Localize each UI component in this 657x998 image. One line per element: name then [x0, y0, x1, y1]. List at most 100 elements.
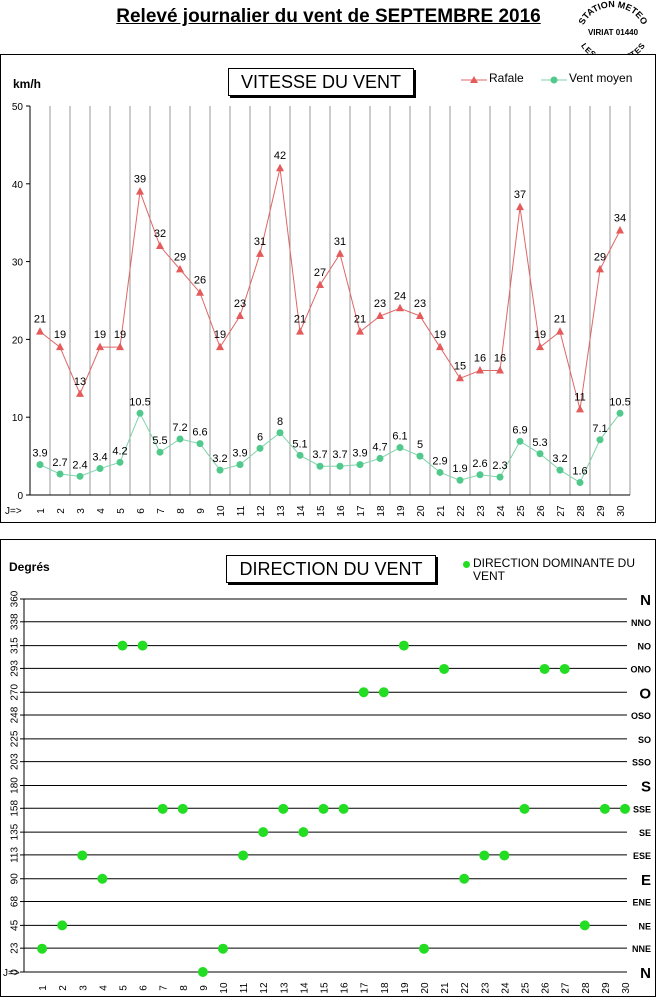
legend-triangle-icon [470, 76, 478, 83]
compass-label: S [641, 779, 651, 796]
gust-point [296, 327, 304, 335]
mean-point [136, 409, 144, 417]
x-tick-label: 19 [400, 982, 411, 994]
mean-data-label: 6 [257, 431, 263, 443]
gust-data-label: 23 [414, 298, 426, 310]
y-tick-label: 293 [10, 660, 21, 677]
mean-data-label: 8 [277, 416, 283, 428]
x-tick-label: 24 [500, 982, 511, 994]
mean-point [256, 444, 264, 452]
gust-data-label: 19 [54, 329, 66, 341]
gust-data-label: 26 [194, 275, 206, 287]
gust-point [236, 311, 244, 320]
gust-data-label: 16 [494, 353, 506, 365]
mean-point [456, 476, 464, 484]
gust-data-label: 19 [534, 329, 546, 341]
x-tick-label: 29 [601, 982, 612, 994]
y-tick-label: 158 [10, 800, 21, 817]
x-tick-label: 8 [176, 508, 187, 514]
x-tick-label: 23 [480, 982, 491, 994]
mean-point [436, 468, 444, 476]
mean-point [36, 461, 44, 469]
compass-label: ENE [632, 898, 651, 908]
mean-point [596, 436, 604, 444]
x-tick-label: 16 [340, 982, 351, 994]
y-tick-label: 40 [12, 180, 24, 191]
direction-point [157, 803, 168, 814]
mean-data-label: 3.7 [312, 449, 327, 461]
gust-point [616, 225, 624, 234]
x-tick-label: 5 [118, 985, 129, 991]
gust-point [196, 288, 204, 296]
y-tick-label: 90 [10, 873, 21, 885]
x-axis-prefix: J=> [3, 968, 20, 979]
direction-point [37, 943, 48, 954]
gust-data-label: 15 [454, 360, 466, 372]
legend-gust-label: Rafale [489, 71, 524, 85]
gust-point [276, 163, 284, 172]
direction-point [479, 850, 490, 861]
direction-point [539, 663, 550, 674]
gust-data-label: 31 [254, 236, 266, 248]
mean-point [356, 461, 364, 469]
mean-point [96, 465, 104, 473]
mean-point [216, 466, 224, 474]
mean-point [336, 462, 344, 470]
y-tick-label: 0 [10, 969, 21, 975]
x-tick-label: 6 [136, 508, 147, 514]
gust-data-label: 29 [594, 251, 606, 263]
direction-point [398, 640, 409, 651]
mean-point [296, 451, 304, 459]
mean-data-label: 3.9 [232, 448, 247, 460]
y-tick-label: 135 [10, 823, 21, 840]
mean-point [536, 450, 544, 458]
x-tick-label: 25 [516, 505, 527, 517]
mean-point [576, 479, 584, 487]
direction-point [579, 920, 590, 931]
mean-data-label: 5 [417, 439, 423, 451]
gust-data-label: 19 [214, 329, 226, 341]
direction-point [599, 803, 610, 814]
mean-data-label: 5.5 [152, 435, 167, 447]
gust-point [536, 342, 544, 351]
gust-point [336, 249, 344, 257]
gust-data-label: 32 [154, 228, 166, 240]
x-tick-label: 9 [199, 985, 210, 991]
direction-point [318, 803, 329, 814]
x-tick-label: 12 [256, 505, 267, 517]
mean-point [416, 452, 424, 460]
y-tick-label: 20 [12, 335, 24, 346]
direction-y-axis-label: Degrés [9, 560, 50, 574]
y-tick-label: 68 [10, 896, 21, 908]
direction-point [358, 687, 369, 698]
x-tick-label: 3 [76, 508, 87, 514]
x-tick-label: 26 [536, 505, 547, 517]
x-tick-label: 24 [496, 505, 507, 517]
direction-point [338, 803, 349, 814]
x-tick-label: 27 [561, 982, 572, 994]
x-tick-label: 7 [156, 508, 167, 514]
gust-point [316, 280, 324, 288]
gust-point [176, 264, 184, 273]
mean-point [176, 435, 184, 443]
direction-point [439, 663, 450, 674]
gust-point [516, 202, 524, 211]
compass-label: SSE [633, 804, 651, 814]
gust-point [596, 264, 604, 273]
x-tick-label: 4 [98, 985, 109, 991]
direction-point [298, 827, 309, 838]
gust-data-label: 42 [274, 150, 286, 162]
gust-data-label: 19 [434, 329, 446, 341]
compass-label: NNE [632, 944, 651, 954]
x-tick-label: 12 [259, 982, 270, 994]
mean-data-label: 2.6 [472, 458, 487, 470]
mean-data-label: 3.2 [212, 453, 227, 465]
y-tick-label: 270 [10, 683, 21, 700]
x-tick-label: 13 [276, 505, 287, 517]
compass-label: N [640, 592, 651, 609]
gust-point [256, 249, 264, 257]
gust-point [436, 342, 444, 351]
stamp-top-text: STATION METEO [576, 0, 649, 26]
gust-data-label: 21 [294, 314, 306, 326]
gust-point [36, 327, 44, 335]
